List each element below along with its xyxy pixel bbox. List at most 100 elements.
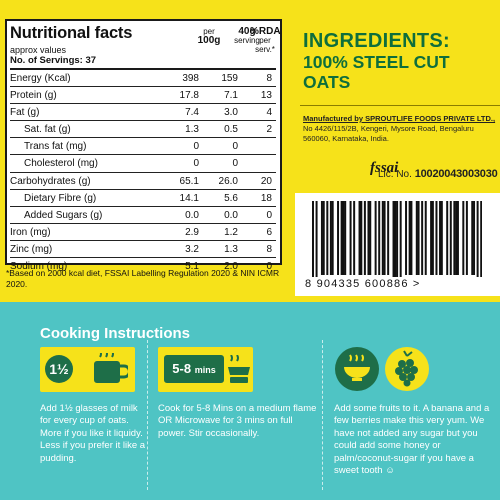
per100-value: 0 (193, 141, 199, 153)
barcode: 8 904335 600886 > (295, 193, 500, 296)
rda-value: 0 (266, 209, 272, 221)
nutrition-table: Nutritional facts approx values No. of S… (5, 19, 282, 272)
serving-value: 7.1 (224, 90, 238, 102)
time-badge-value: 5-8 (172, 361, 192, 376)
nutrition-row: Sat. fat (g) 1.3 0.5 2 (10, 121, 276, 139)
nutrition-row: Energy (Kcal) 398 159 8 (10, 70, 276, 88)
nutrition-row: Dietary Fibre (g) 14.1 5.6 18 (10, 190, 276, 207)
step1-icons: 1½ (40, 347, 135, 392)
divider-line (300, 105, 500, 106)
per100-value: 17.8 (179, 90, 199, 102)
rda-value: 4 (266, 107, 272, 119)
serving-value: 0.0 (224, 209, 238, 221)
nutrition-rows: Energy (Kcal) 398 159 8 Protein (g) 17.8 7.1 13… (10, 70, 276, 275)
nutrition-row: Added Sugars (g) 0.0 0.0 0 (10, 207, 276, 224)
barcode-number: 8 904335 600886 > (305, 278, 421, 290)
cooking-title: Cooking Instructions (40, 325, 190, 342)
license-number: Lic. No. 10020043003030 (378, 168, 498, 180)
col-rda-label: %RDA (250, 26, 281, 37)
per100-value: 5.1 (185, 261, 199, 273)
nutrient-label: Sat. fat (g) (24, 124, 71, 136)
nutrient-label: Trans fat (mg) (24, 141, 87, 153)
nutrient-label: Dietary Fibre (g) (24, 192, 97, 204)
serving-value: 0.5 (224, 124, 238, 136)
serving-value: 159 (221, 73, 238, 84)
per100-value: 2.9 (185, 226, 199, 238)
cup-icon (94, 353, 128, 383)
nutrient-label: Zinc (mg) (10, 243, 53, 255)
bowl-icon (335, 347, 379, 391)
col-per100-label: per (203, 27, 215, 36)
step-divider (147, 340, 148, 490)
ingredients-body: 100% STEEL CUT OATS (303, 52, 450, 92)
per100-value: 3.2 (185, 243, 199, 255)
rda-value: 13 (260, 90, 272, 102)
nutrition-title: Nutritional facts (10, 24, 133, 42)
nutrition-row: Iron (mg) 2.9 1.2 6 (10, 224, 276, 241)
per100-value: 7.4 (185, 107, 199, 119)
manufacturer-address: No 4426/115/2B, Kengeri, Mysore Road, Be… (303, 124, 474, 143)
license-value: 10020043003030 (414, 168, 498, 180)
nutrient-label: Carbohydrates (g) (10, 175, 91, 187)
manufacturer-info: Manufactured by SPROUTLIFE FOODS PRIVATE… (303, 114, 498, 144)
col-serving-header: 40g serving (229, 26, 265, 46)
col-serving-unit: serving (234, 36, 260, 45)
per100-value: 398 (182, 73, 199, 84)
rda-value: 18 (260, 192, 272, 204)
rda-value: 6 (266, 226, 272, 238)
step2-text: Cook for 5-8 Mins on a medium flame OR M… (158, 403, 317, 439)
time-badge: 5-8 mins (164, 355, 224, 383)
rda-value: 0 (266, 261, 272, 273)
per100-value: 65.1 (179, 175, 199, 187)
step3-icons (335, 347, 435, 392)
nutrition-row: Cholesterol (mg) 0 0 (10, 155, 276, 173)
col-serving-label: 40g (238, 26, 256, 37)
serving-value: 1.3 (224, 243, 238, 255)
per100-value: 1.3 (185, 124, 199, 136)
rda-value: 2 (266, 124, 272, 136)
step-divider (322, 340, 323, 490)
microwave-icon (228, 355, 250, 383)
nutrition-header: Nutritional facts approx values No. of S… (10, 24, 281, 70)
per100-value: 14.1 (179, 192, 199, 204)
col-rda-header: %RDA per serv.* (250, 26, 281, 55)
rda-value: 20 (260, 175, 272, 187)
rda-value: 8 (266, 73, 272, 84)
time-badge-unit: mins (194, 365, 216, 375)
rda-value: 8 (266, 243, 272, 255)
ingredients-title: INGREDIENTS: (303, 30, 450, 52)
barcode-bars (312, 201, 482, 277)
col-rda-unit2: serv.* (255, 45, 275, 54)
berry-icon (385, 347, 429, 391)
servings-label: No. of Servings: 37 (10, 55, 97, 66)
cooking-panel (0, 302, 500, 500)
nutrient-label: Sodium (mg) (10, 261, 68, 273)
nutrition-row: Carbohydrates (g) 65.1 26.0 20 (10, 173, 276, 190)
serving-value: 0 (232, 158, 238, 170)
step3-text: Add some fruits to it. A banana and a fe… (334, 403, 490, 477)
nutrition-row: Trans fat (mg) 0 0 (10, 138, 276, 156)
step1-text: Add 1½ glasses of milk for every cup of … (40, 403, 146, 464)
per100-value: 0 (193, 158, 199, 170)
nutrient-label: Added Sugars (g) (24, 209, 103, 221)
manufacturer-heading: Manufactured by SPROUTLIFE FOODS PRIVATE… (303, 114, 496, 123)
nutrient-label: Energy (Kcal) (10, 73, 71, 84)
serving-value: 0 (232, 141, 238, 153)
col-per100-unit: 100g (197, 35, 221, 46)
approx-values-label: approx values (10, 45, 67, 55)
serving-value: 3.0 (224, 107, 238, 119)
step2-icons: 5-8 mins (158, 347, 253, 392)
nutrition-footnote: *Based on 2000 kcal diet, FSSAI Labellin… (6, 268, 280, 289)
nutrition-row: Fat (g) 7.4 3.0 4 (10, 104, 276, 122)
nutrient-label: Fat (g) (10, 107, 40, 119)
per100-value: 0.0 (185, 209, 199, 221)
serving-value: 26.0 (218, 175, 238, 187)
license-label: Lic. No. (378, 169, 412, 180)
nutrition-row: Zinc (mg) 3.2 1.3 8 (10, 241, 276, 259)
col-per100-header: per 100g (192, 27, 226, 46)
serving-value: 5.6 (224, 192, 238, 204)
serving-value: 2.0 (224, 261, 238, 273)
nutrient-label: Cholesterol (mg) (24, 158, 98, 170)
nutrition-row: Protein (g) 17.8 7.1 13 (10, 87, 276, 105)
nutrition-row: Sodium (mg) 5.1 2.0 0 (10, 258, 276, 275)
